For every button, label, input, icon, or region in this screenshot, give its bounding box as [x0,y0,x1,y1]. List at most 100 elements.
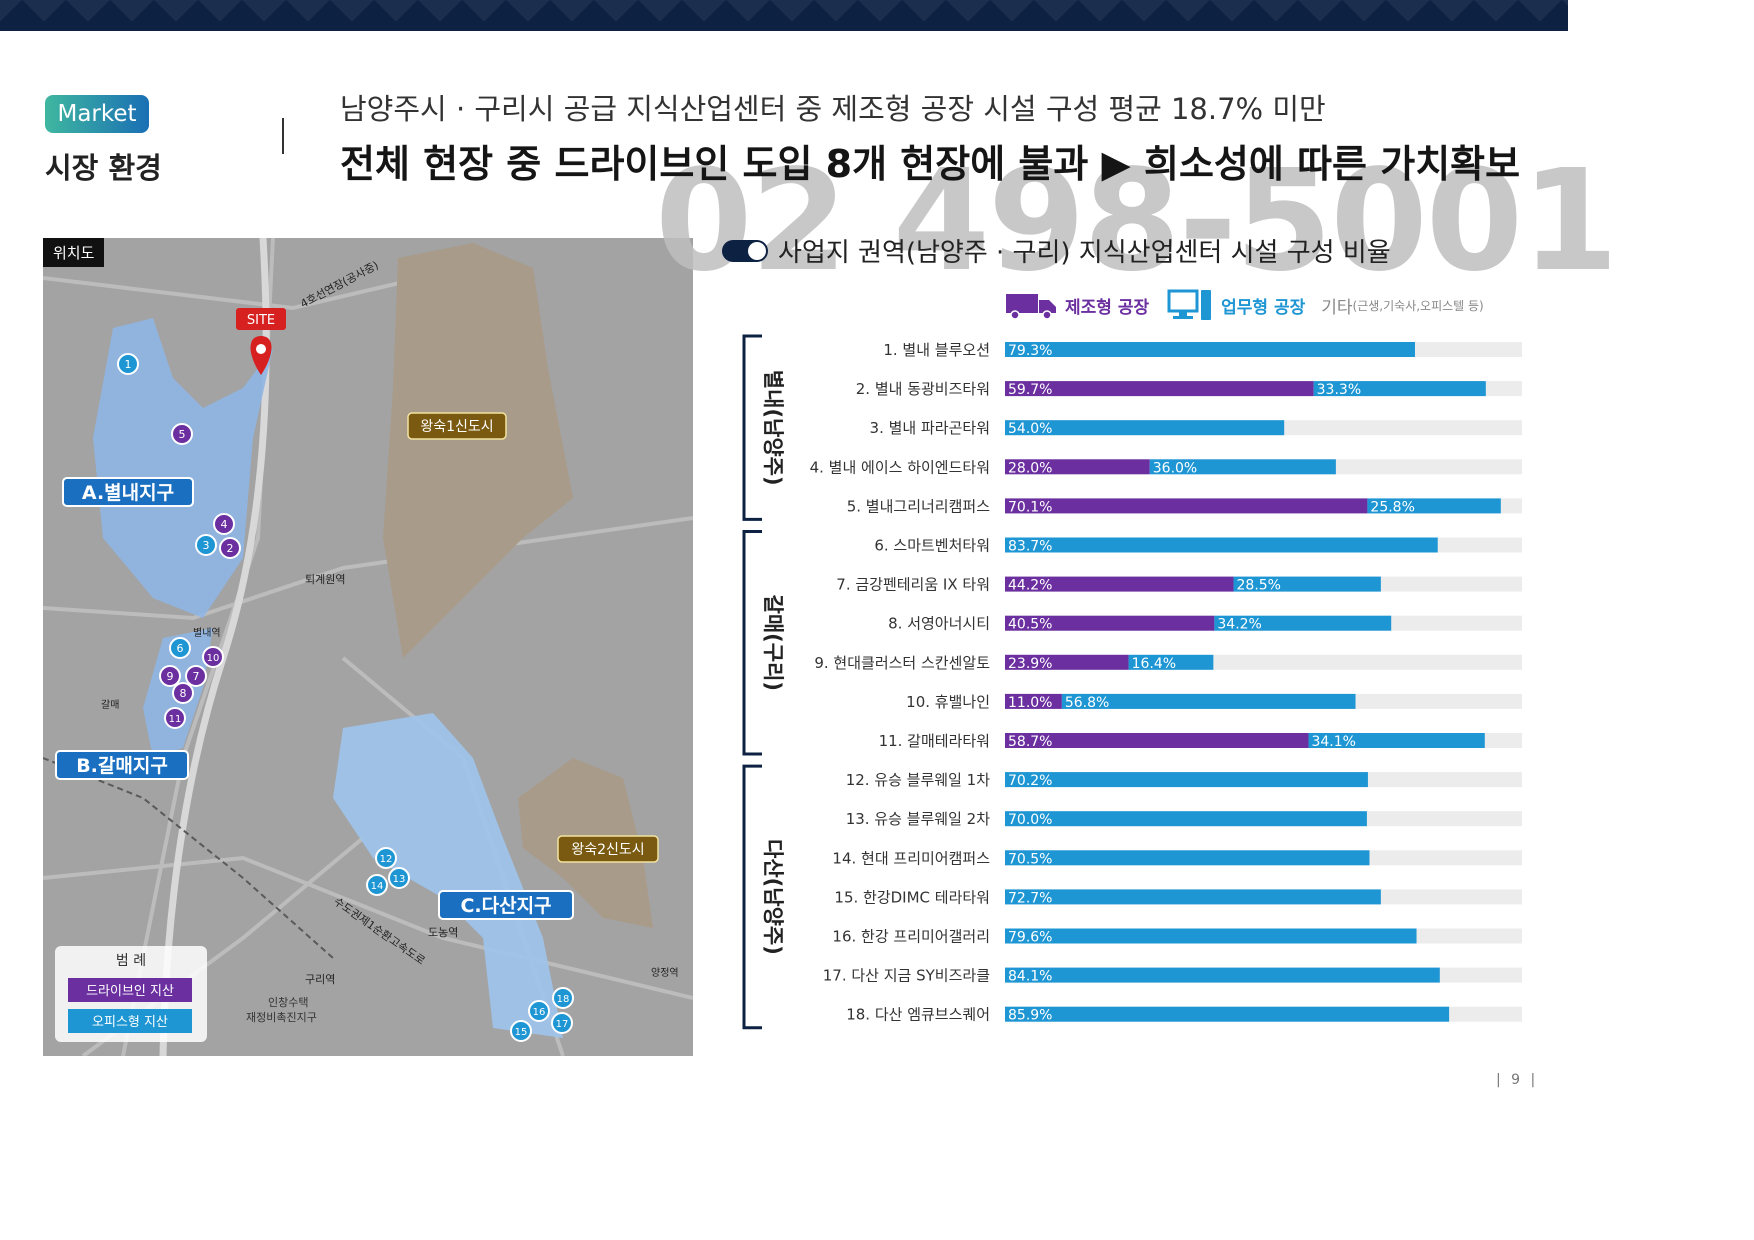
bar-manufacturing [1005,733,1309,748]
category-label: 8. 서영아너시티 [888,615,990,633]
svg-text:2: 2 [227,542,234,555]
site-marker-2: 2 [219,537,241,559]
bar-value-label: 33.3% [1317,382,1361,398]
district-label: A.별내지구 [62,477,194,507]
bar-value-label: 44.2% [1008,578,1052,594]
headline-title: 전체 현장 중 드라이브인 도입 8개 현장에 불과 ▶ 희소성에 따른 가치확… [340,142,1521,186]
bar-value-label: 28.0% [1008,460,1052,476]
bar-value-label: 11.0% [1008,695,1052,711]
svg-text:3: 3 [203,539,210,552]
bar-office [1005,342,1415,357]
svg-text:12: 12 [380,854,393,865]
bar-manufacturing [1005,693,1062,709]
svg-text:B.갈매지구: B.갈매지구 [76,755,168,777]
legend-other: 기타 [1321,297,1353,318]
svg-text:10: 10 [207,653,220,664]
bar-office [1313,381,1486,397]
svg-text:11: 11 [169,714,182,725]
category-label: 12. 유승 블루웨일 1차 [846,771,991,789]
section-title: 시장 환경 [45,151,162,185]
bar-value-label: 56.8% [1065,695,1109,711]
bar-value-label: 79.6% [1008,930,1052,946]
site-marker-3: 3 [195,534,217,556]
category-label: 3. 별내 파라곤타워 [870,419,990,437]
bar-office [1128,654,1214,670]
svg-text:18: 18 [557,994,570,1005]
category-label: 17. 다산 지금 SY비즈라클 [823,967,990,985]
bar-value-label: 58.7% [1008,734,1052,750]
svg-text:A.별내지구: A.별내지구 [82,482,174,504]
market-badge: Market [45,95,149,133]
site-marker-4: 4 [213,513,235,535]
group-label: 다산(남양주) [761,839,785,955]
site-marker-16: 16 [528,1000,550,1022]
chart-legend: 제조형 공장 업무형 공장 기타 (근생,기숙사,오피스텔 등) [1005,288,1484,322]
truck-icon [1006,294,1056,320]
chart-title-text: 사업지 권역(남양주 · 구리) 지식산업센터 시설 구성 비율 [778,238,1391,268]
newtown-label: 왕숙2신도시 [557,835,659,863]
svg-text:16: 16 [533,1007,546,1018]
place-label: 도농역 [428,926,458,939]
toggle-icon [722,239,768,262]
bar-value-label: 16.4% [1132,656,1176,672]
category-label: 4. 별내 에이스 하이엔드타워 [810,458,990,476]
svg-text:SITE: SITE [247,313,275,328]
place-label: 별내역 [193,627,221,639]
site-marker-9: 9 [159,665,181,687]
group-label: 갈매(구리) [761,595,785,691]
bar-manufacturing [1005,615,1215,631]
bar-value-label: 70.5% [1008,851,1052,867]
bar-value-label: 25.8% [1370,499,1414,515]
bar-value-label: 79.3% [1008,343,1052,359]
place-label: 인창수택 [268,996,308,1009]
bar-value-label: 70.0% [1008,812,1052,828]
map-canvas: 퇴계원역 별내역 갈매 도농역 구리역 양정역 인창수택 재정비촉진지구 4호선… [43,238,693,1056]
site-marker-1: 1 [117,353,139,375]
group-bracket: 갈매(구리) [742,530,785,756]
place-label: 구리역 [305,973,335,986]
legend-office: 오피스형 지산 [92,1015,168,1030]
bar-manufacturing [1005,381,1314,397]
svg-text:7: 7 [193,670,200,683]
district-label: C.다산지구 [438,890,574,920]
map-tag: 위치도 [43,238,105,267]
bar-manufacturing [1005,654,1129,670]
bar-office [1005,420,1285,436]
computer-icon [1167,289,1212,320]
svg-text:1: 1 [125,358,132,371]
bar-office [1005,811,1367,827]
site-marker-5: 5 [171,423,193,445]
district-label: B.갈매지구 [55,750,189,780]
site-marker-11: 11 [164,707,186,729]
category-label: 2. 별내 동광비즈타워 [856,380,990,398]
place-label: 갈매 [101,698,119,711]
category-label: 18. 다산 엠큐브스퀘어 [846,1006,990,1024]
bar-office [1214,615,1392,631]
category-label: 1. 별내 블루오션 [883,341,990,359]
bar-value-label: 54.0% [1008,421,1052,437]
bar-value-label: 59.7% [1008,382,1052,398]
svg-text:C.다산지구: C.다산지구 [460,895,551,917]
bar-office [1005,967,1440,983]
bar-value-label: 84.1% [1008,969,1052,985]
site-marker-10: 10 [202,646,224,668]
bar-manufacturing [1005,498,1368,514]
svg-text:8: 8 [180,687,187,700]
headline-subtitle: 남양주시 · 구리시 공급 지식산업센터 중 제조형 공장 시설 구성 평균 1… [340,92,1326,126]
legend-office: 업무형 공장 [1221,297,1306,318]
bar-value-label: 36.0% [1153,460,1197,476]
bar-office [1233,576,1381,592]
svg-text:17: 17 [556,1019,569,1030]
bar-value-label: 85.9% [1008,1008,1052,1024]
svg-text:13: 13 [393,874,406,885]
category-label: 16. 한강 프리미어갤러리 [832,928,990,946]
bar-manufacturing [1005,459,1150,475]
bar-value-label: 23.9% [1008,656,1052,672]
category-label: 13. 유승 블루웨일 2차 [846,810,991,828]
bar-value-label: 72.7% [1008,890,1052,906]
chart-title: 사업지 권역(남양주 · 구리) 지식산업센터 시설 구성 비율 [722,232,1391,269]
category-label: 7. 금강펜테리움 IX 타워 [836,576,990,594]
bar-value-label: 34.1% [1311,734,1355,750]
stacked-bar-chart: 별내(남양주) 갈매(구리) 다산(남양주) 1. 별내 블루오션 79.3% 2. 별내… [742,334,1522,1030]
location-map: 퇴계원역 별내역 갈매 도농역 구리역 양정역 인창수택 재정비촉진지구 4호선… [43,238,693,1056]
